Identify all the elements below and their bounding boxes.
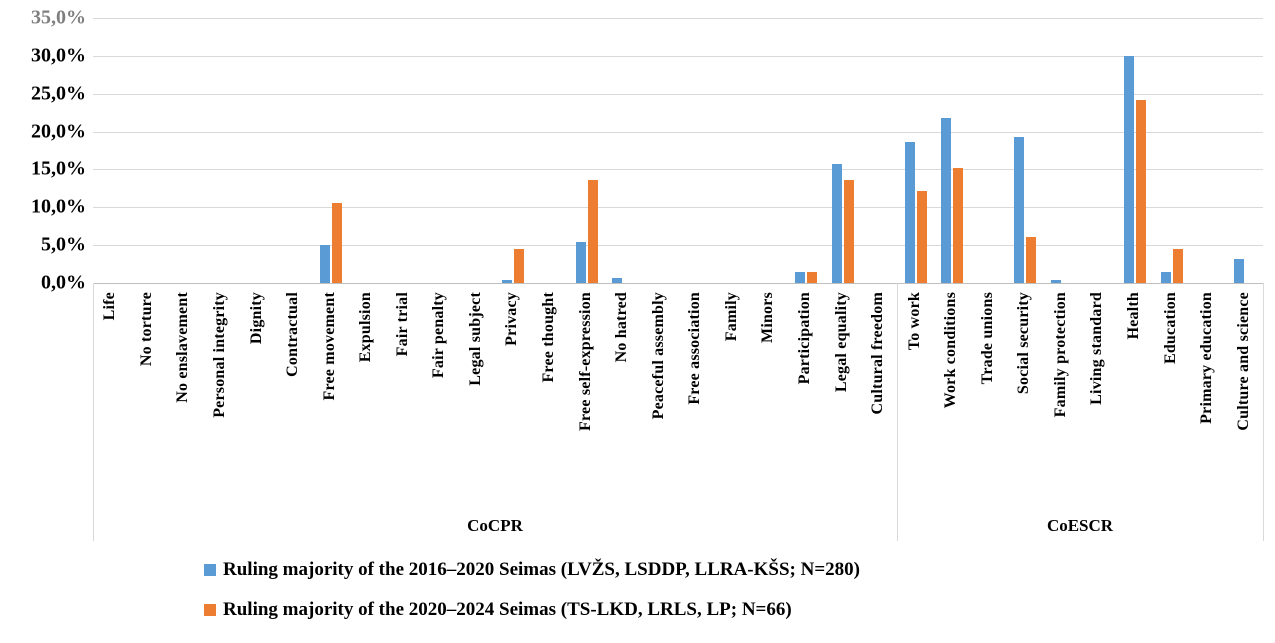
gridline	[93, 245, 1263, 246]
y-tick-label: 25,0%	[31, 82, 86, 105]
category-label: Living standard	[1088, 292, 1105, 405]
bar-orange-free-movement	[332, 203, 342, 283]
x-axis-line	[93, 283, 1263, 284]
bar-orange-privacy	[514, 249, 524, 283]
bar-blue-free-self-expression	[576, 242, 586, 283]
gridline	[93, 18, 1263, 19]
category-label: No torture	[138, 292, 155, 367]
legend-label-2016-2020: Ruling majority of the 2016–2020 Seimas …	[223, 559, 861, 580]
category-label: Free association	[686, 292, 703, 405]
category-label: Fair trial	[394, 292, 411, 357]
category-label: Dignity	[248, 292, 265, 345]
bar-orange-legal-equality	[844, 180, 854, 283]
category-label: Personal integrity	[211, 292, 228, 418]
y-tick-label: 0,0%	[41, 271, 86, 294]
bar-blue-culture-and-science	[1234, 259, 1244, 283]
legend-item-2016-2020: Ruling majority of the 2016–2020 Seimas …	[204, 559, 860, 581]
category-label: Cultural freedom	[869, 292, 886, 415]
category-label: Peaceful assembly	[650, 292, 667, 420]
category-label: Privacy	[503, 292, 520, 346]
category-label: No enslavement	[174, 292, 191, 403]
bar-blue-legal-equality	[832, 164, 842, 283]
bar-blue-participation	[795, 272, 805, 283]
bar-blue-free-movement	[320, 245, 330, 283]
category-label: Education	[1162, 292, 1179, 365]
y-tick-label: 10,0%	[31, 195, 86, 218]
y-tick-label: 35,0%	[31, 6, 86, 29]
gridline	[93, 56, 1263, 57]
category-label: Primary education	[1198, 292, 1215, 424]
bar-orange-education	[1173, 249, 1183, 283]
bar-orange-health	[1136, 100, 1146, 283]
gridline	[93, 169, 1263, 170]
bar-blue-no-hatred	[612, 278, 622, 283]
bar-orange-social-security	[1026, 237, 1036, 283]
y-tick-label: 5,0%	[41, 233, 86, 256]
category-label: No hatred	[613, 292, 630, 363]
bar-blue-work-conditions	[941, 118, 951, 283]
bar-orange-to-work	[917, 191, 927, 283]
legend-label-2020-2024: Ruling majority of the 2020–2024 Seimas …	[223, 599, 792, 620]
category-label: Family	[723, 292, 740, 342]
legend-item-2020-2024: Ruling majority of the 2020–2024 Seimas …	[204, 599, 792, 621]
gridline	[93, 207, 1263, 208]
category-label: Contractual	[284, 292, 301, 377]
group-label-cocpr: CoCPR	[467, 516, 523, 535]
bar-orange-work-conditions	[953, 168, 963, 283]
category-label: Culture and science	[1235, 292, 1252, 431]
group-label-coescr: CoESCR	[1046, 516, 1114, 535]
y-tick-label: 20,0%	[31, 120, 86, 143]
category-label: Expulsion	[357, 292, 374, 363]
category-label: Fair penalty	[430, 292, 447, 379]
category-label: Minors	[759, 292, 776, 343]
group-separator	[1263, 283, 1264, 541]
bar-blue-education	[1161, 272, 1171, 283]
category-label: Free thought	[540, 292, 557, 383]
bar-orange-participation	[807, 272, 817, 283]
category-label: Life	[101, 292, 118, 321]
category-label: Health	[1125, 292, 1142, 340]
gridline	[93, 132, 1263, 133]
y-tick-label: 15,0%	[31, 157, 86, 180]
category-label: Free self-expression	[577, 292, 594, 431]
category-label: To work	[906, 292, 923, 351]
category-label: Legal equality	[833, 292, 850, 393]
bar-blue-to-work	[905, 142, 915, 283]
bar-blue-social-security	[1014, 137, 1024, 283]
category-label: Social security	[1015, 292, 1032, 395]
y-tick-label: 30,0%	[31, 44, 86, 67]
bar-orange-free-self-expression	[588, 180, 598, 283]
gridline	[93, 94, 1263, 95]
bar-blue-family-protection	[1051, 280, 1061, 283]
category-label: Participation	[796, 292, 813, 385]
bar-blue-health	[1124, 56, 1134, 283]
category-label: Work conditions	[942, 292, 959, 409]
group-separator	[93, 283, 94, 541]
bar-blue-privacy	[502, 280, 512, 283]
category-label: Family protection	[1052, 292, 1069, 418]
group-separator	[897, 283, 898, 541]
legend-swatch-orange-icon	[204, 604, 216, 616]
legend-swatch-blue-icon	[204, 564, 216, 576]
category-label: Trade unions	[979, 292, 996, 385]
category-label: Legal subject	[467, 292, 484, 386]
category-label: Free movement	[321, 292, 338, 401]
